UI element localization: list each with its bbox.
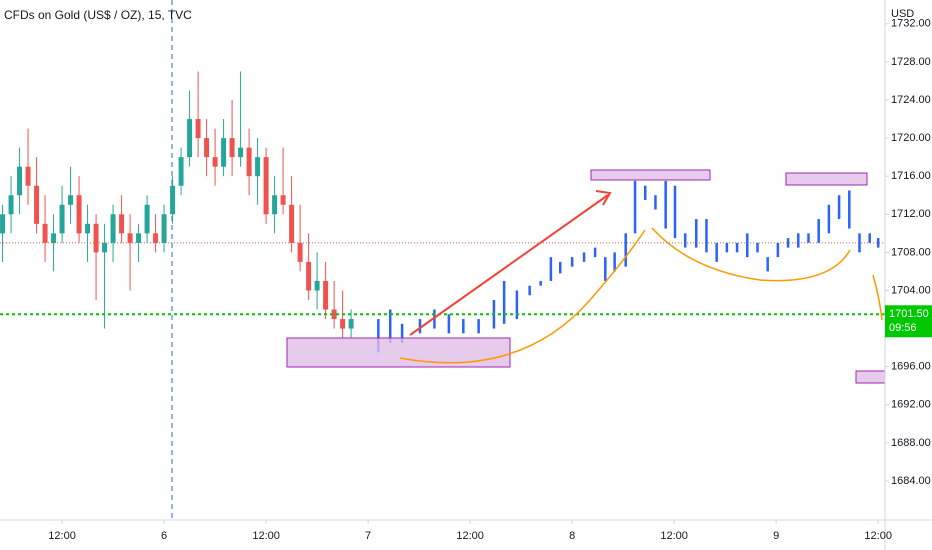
y-tick-label: 1720.00 [891, 132, 931, 144]
arrow-head [595, 190, 612, 206]
candle-body [331, 309, 337, 320]
zone-box [855, 370, 886, 384]
candle-body [238, 147, 244, 158]
y-tick-label: 1728.00 [891, 56, 931, 68]
x-tick-label: 12:00 [48, 530, 76, 542]
candle-body [76, 195, 82, 234]
y-tick-label: 1724.00 [891, 94, 931, 106]
candle-body [170, 185, 176, 215]
candle-body [17, 166, 23, 196]
candle-body [187, 119, 193, 158]
candle-body [144, 204, 150, 234]
curve-drawing [651, 227, 851, 282]
candle-body [255, 157, 261, 177]
x-tick-label: 12:00 [660, 530, 688, 542]
x-tick-label: 8 [569, 530, 575, 542]
candle-body [212, 157, 218, 167]
x-tick-label: 12:00 [252, 530, 280, 542]
curve-drawing [399, 229, 646, 364]
y-tick-label: 1692.00 [891, 399, 931, 411]
candle-body [323, 280, 329, 310]
y-tick-label: 1716.00 [891, 170, 931, 182]
candle-body [93, 223, 99, 253]
candle-body [204, 138, 210, 158]
candle-body [297, 242, 303, 262]
x-tick-label: 9 [773, 530, 779, 542]
axes: 1684.001688.001692.001696.001700.001704.… [48, 18, 932, 542]
candle-body [68, 195, 74, 205]
x-tick-label: 12:00 [864, 530, 892, 542]
candle-body [0, 214, 6, 234]
y-tick-label: 1688.00 [891, 437, 931, 449]
currency-label: USD [891, 8, 914, 20]
y-tick-label: 1696.00 [891, 361, 931, 373]
candle-body [119, 214, 125, 234]
candle-body [8, 195, 14, 215]
candle-body [34, 185, 40, 224]
x-tick-label: 12:00 [456, 530, 484, 542]
candle-body [51, 233, 57, 243]
last-price-label: 1701.50 [889, 308, 929, 320]
x-tick-label: 6 [161, 530, 167, 542]
arrow-line [409, 194, 609, 336]
candle-body [25, 166, 31, 186]
candle-body [221, 138, 227, 167]
candle-body [161, 214, 167, 243]
curve-drawing [872, 274, 883, 321]
zone-box [785, 172, 868, 186]
candle-body [110, 214, 116, 243]
candle-body [246, 147, 252, 177]
candle-body [340, 319, 346, 329]
candle-body [85, 223, 91, 234]
price-axis [885, 0, 932, 550]
candle-body [102, 242, 108, 253]
candle-body [263, 157, 269, 215]
zone-box [286, 337, 511, 368]
candle-body [314, 280, 320, 291]
candle-body [195, 119, 201, 139]
candle-body [153, 233, 159, 243]
zone-box [590, 169, 711, 181]
candle-body [127, 233, 133, 243]
candle-body [136, 233, 142, 243]
y-tick-label: 1684.00 [891, 475, 931, 487]
y-tick-label: 1712.00 [891, 208, 931, 220]
time-axis [0, 520, 932, 550]
candle-body [178, 157, 184, 186]
plot-area [0, 71, 885, 353]
candle-body [280, 195, 286, 205]
candle-body [348, 319, 354, 329]
countdown-label: 09:56 [889, 322, 917, 334]
candle-body [229, 138, 235, 158]
candle-body [42, 223, 48, 243]
candle-body [289, 204, 295, 243]
y-tick-label: 1732.00 [891, 18, 931, 30]
y-tick-label: 1704.00 [891, 284, 931, 296]
chart-title: CFDs on Gold (US$ / OZ), 15, TVC [4, 8, 192, 22]
x-tick-label: 7 [365, 530, 371, 542]
candle-body [272, 195, 278, 215]
candle-body [306, 261, 312, 291]
last-price-box [885, 305, 932, 338]
y-tick-label: 1708.00 [891, 246, 931, 258]
candle-body [59, 204, 65, 234]
